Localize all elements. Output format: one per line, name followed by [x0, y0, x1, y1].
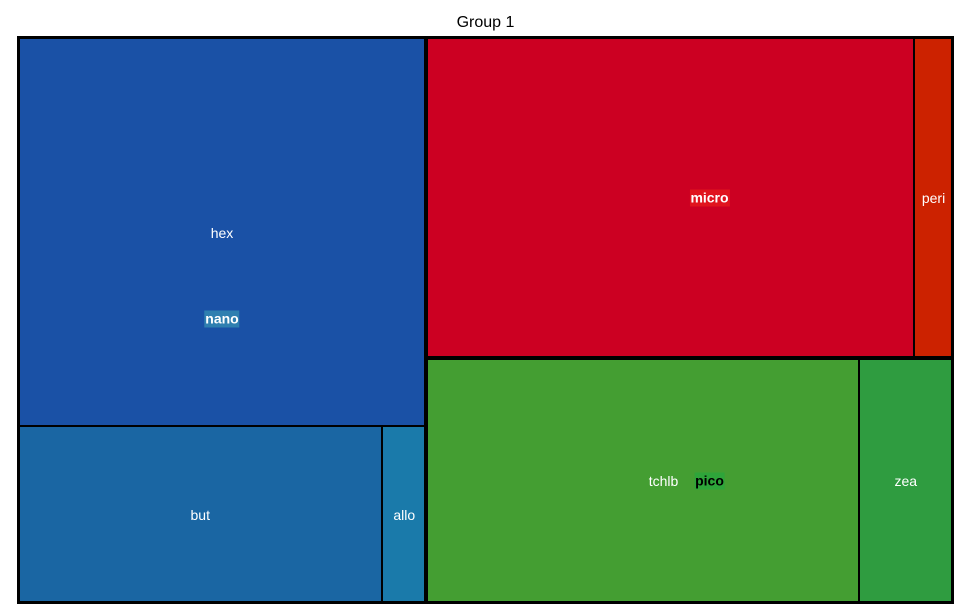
tile-hex: [18, 37, 426, 427]
tile-zea: [858, 358, 953, 603]
tile-tchlb: [426, 358, 859, 603]
tile-micro: [426, 37, 915, 359]
group-label-micro: micro: [689, 189, 730, 207]
chart-title: Group 1: [456, 14, 515, 31]
tile-label-but: but: [190, 506, 210, 523]
tile-label-allo: allo: [393, 506, 416, 523]
tile-label-zea: zea: [894, 472, 918, 489]
tile-label-peri: peri: [921, 189, 946, 206]
tile-but: [18, 426, 383, 603]
group-label-nano: nano: [204, 310, 240, 328]
group-label-pico: pico: [694, 472, 725, 490]
tile-label-hex: hex: [210, 224, 234, 241]
tile-label-tchlb: tchlb: [648, 472, 679, 489]
